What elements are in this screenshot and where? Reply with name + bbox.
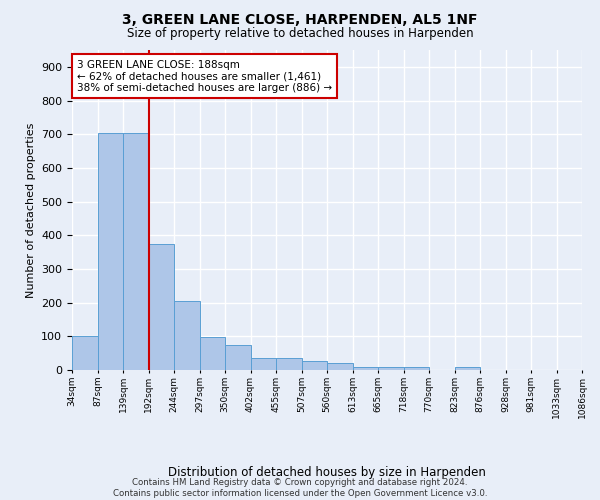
Text: Size of property relative to detached houses in Harpenden: Size of property relative to detached ho… (127, 28, 473, 40)
Y-axis label: Number of detached properties: Number of detached properties (26, 122, 35, 298)
Text: Contains HM Land Registry data © Crown copyright and database right 2024.
Contai: Contains HM Land Registry data © Crown c… (113, 478, 487, 498)
Bar (327, 362, 353, 370)
Bar (174, 301, 199, 370)
Bar (276, 358, 302, 370)
Bar (455, 366, 480, 370)
Bar (353, 366, 378, 370)
Bar (378, 366, 404, 370)
Bar (404, 368, 429, 370)
Bar (199, 338, 225, 370)
Bar (97, 132, 123, 370)
Bar (123, 132, 149, 370)
Text: 3, GREEN LANE CLOSE, HARPENDEN, AL5 1NF: 3, GREEN LANE CLOSE, HARPENDEN, AL5 1NF (122, 12, 478, 26)
Bar (251, 358, 276, 370)
Bar (149, 244, 174, 370)
X-axis label: Distribution of detached houses by size in Harpenden: Distribution of detached houses by size … (168, 466, 486, 479)
Bar (72, 336, 97, 370)
Text: 3 GREEN LANE CLOSE: 188sqm
← 62% of detached houses are smaller (1,461)
38% of s: 3 GREEN LANE CLOSE: 188sqm ← 62% of deta… (77, 60, 332, 93)
Bar (302, 361, 327, 370)
Bar (225, 346, 251, 370)
